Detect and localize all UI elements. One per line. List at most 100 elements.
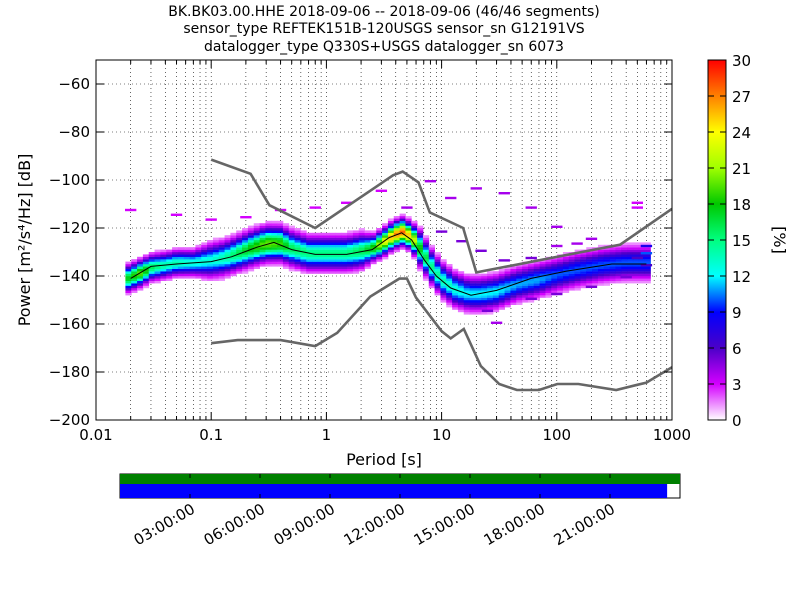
psd-cell xyxy=(271,237,278,241)
psd-cell xyxy=(382,249,389,253)
psd-cell xyxy=(317,261,325,265)
psd-cell xyxy=(271,232,278,236)
psd-cell xyxy=(557,261,564,265)
psd-cell xyxy=(341,268,348,272)
psd-cell xyxy=(522,290,529,293)
psd-cell xyxy=(183,254,190,257)
psd-cell xyxy=(592,266,599,269)
psd-cell xyxy=(177,249,185,253)
psd-cell xyxy=(551,278,558,281)
psd-cell xyxy=(498,295,506,298)
psd-cell xyxy=(288,266,295,269)
psd-cell xyxy=(592,273,599,277)
psd-cell xyxy=(469,309,476,313)
psd-cell xyxy=(183,249,190,253)
psd-cell xyxy=(568,266,576,269)
y-axis-label: Power [m²/s⁴/Hz] [dB] xyxy=(15,154,34,327)
psd-cell xyxy=(125,268,132,272)
psd-cell xyxy=(463,295,471,298)
psd-cell xyxy=(288,244,295,248)
psd-cell xyxy=(498,288,506,291)
psd-cell xyxy=(475,290,482,293)
psd-cell xyxy=(644,249,651,253)
psd-cell xyxy=(189,266,196,269)
psd-cell xyxy=(358,242,365,245)
psd-cell xyxy=(510,297,517,301)
y-tick-label: −200 xyxy=(49,411,90,429)
psd-cell xyxy=(434,268,441,272)
psd-cell xyxy=(376,256,383,260)
psd-cell xyxy=(335,249,342,253)
psd-cell xyxy=(481,278,488,281)
psd-cell xyxy=(352,244,360,248)
psd-cell xyxy=(475,312,482,315)
psd-cell xyxy=(300,230,307,233)
psd-cell xyxy=(195,268,202,272)
psd-cell xyxy=(387,244,395,248)
psd-cell xyxy=(230,249,237,253)
psd-cell xyxy=(259,235,266,238)
psd-cell xyxy=(247,252,255,255)
psd-cell xyxy=(562,259,570,262)
psd-cell xyxy=(282,266,290,269)
psd-cell xyxy=(154,261,161,265)
psd-cell xyxy=(370,244,377,248)
psd-cell xyxy=(440,283,447,286)
psd-cell xyxy=(568,259,576,262)
psd-cell xyxy=(545,283,552,286)
psd-cell xyxy=(490,321,503,324)
psd-cell xyxy=(277,225,284,229)
psd-cell xyxy=(638,259,646,262)
psd-cell xyxy=(522,264,529,267)
psd-cell xyxy=(551,273,558,277)
psd-cell xyxy=(568,283,576,286)
psd-cell xyxy=(551,268,558,272)
psd-cell xyxy=(539,266,546,269)
psd-cell xyxy=(271,223,278,226)
psd-cell xyxy=(306,240,313,243)
psd-cell xyxy=(364,242,371,245)
psd-cell xyxy=(230,240,237,243)
psd-cell xyxy=(148,252,155,255)
psd-cell xyxy=(417,244,424,248)
psd-cell xyxy=(236,240,243,243)
psd-cell xyxy=(131,261,138,265)
psd-cell xyxy=(539,278,546,281)
psd-cell xyxy=(434,273,441,277)
psd-cell xyxy=(218,268,225,272)
psd-cell xyxy=(382,254,389,257)
psd-cell xyxy=(457,283,465,286)
psd-cell xyxy=(277,254,284,257)
psd-cell xyxy=(533,290,541,293)
psd-cell xyxy=(177,266,185,269)
psd-cell xyxy=(212,237,220,241)
psd-cell xyxy=(335,247,342,250)
psd-cell xyxy=(125,264,132,267)
psd-cell xyxy=(609,271,616,274)
psd-cell xyxy=(417,249,424,253)
psd-cell xyxy=(631,201,643,204)
psd-cell xyxy=(621,256,628,260)
psd-cell xyxy=(236,230,243,233)
psd-cell xyxy=(160,252,167,255)
psd-cell xyxy=(247,225,255,229)
psd-cell xyxy=(510,276,517,279)
title-line-3: datalogger_type Q330S+USGS datalogger_sn… xyxy=(204,39,564,55)
psd-cell xyxy=(170,213,183,216)
psd-cell xyxy=(376,235,383,238)
psd-cell xyxy=(160,271,167,274)
psd-cell xyxy=(557,264,564,267)
psd-cell xyxy=(282,256,290,260)
psd-cell xyxy=(300,235,307,238)
psd-cell xyxy=(312,259,319,262)
psd-cell xyxy=(382,228,389,231)
psd-cell xyxy=(533,285,541,289)
psd-cell xyxy=(370,242,377,245)
psd-cell xyxy=(183,264,190,267)
psd-cell xyxy=(446,264,453,267)
psd-cell xyxy=(498,259,510,262)
psd-cell xyxy=(504,292,511,296)
psd-cell xyxy=(312,261,319,265)
psd-cell xyxy=(294,242,301,245)
psd-cell xyxy=(510,280,517,284)
